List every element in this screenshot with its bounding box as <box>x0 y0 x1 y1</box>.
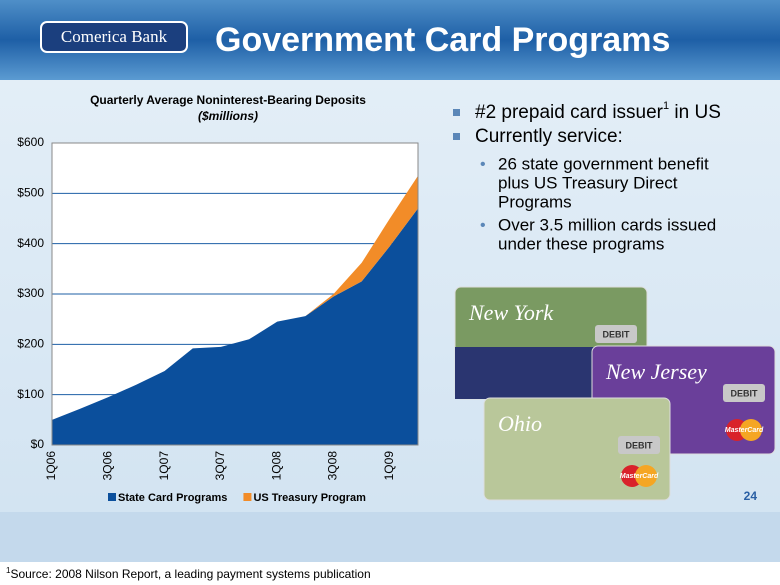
bullet-tail: in US <box>669 102 721 123</box>
x-tick-label: 3Q07 <box>213 451 227 481</box>
logo-box <box>40 21 188 53</box>
debit-label: DEBIT <box>626 440 654 450</box>
x-tick-label: 1Q09 <box>382 451 396 481</box>
y-tick-label: $600 <box>17 135 44 149</box>
page-number: 24 <box>744 489 758 503</box>
y-tick-label: $500 <box>17 186 44 200</box>
y-tick-label: $100 <box>17 387 44 401</box>
footnote: 1Source: 2008 Nilson Report, a leading p… <box>6 566 371 581</box>
chart: Quarterly Average Noninterest-Bearing De… <box>17 93 419 504</box>
subbullet-line: Programs <box>498 192 572 211</box>
debit-badge <box>595 325 637 343</box>
brand-label: MasterCard <box>620 473 659 480</box>
cards: New York DEBIT New Jersey DEBIT MasterCard Oh… <box>454 286 776 501</box>
x-tick-label: 1Q08 <box>269 451 283 481</box>
subbullet-line: plus US Treasury Direct <box>498 173 678 192</box>
bullet-sup: 1 <box>663 100 669 112</box>
bullet-text: Currently service: <box>475 126 623 147</box>
bullets: #2 prepaid card issuer1 in US Currently s… <box>453 100 721 253</box>
legend-swatch <box>243 493 252 501</box>
subbullet-marker: • <box>480 156 486 173</box>
debit-badge <box>723 384 765 402</box>
y-tick-label: $400 <box>17 236 44 250</box>
card-name: New Jersey <box>605 359 707 384</box>
subbullet-marker: • <box>480 217 486 234</box>
brand-label: MasterCard <box>725 427 764 434</box>
footer-white <box>0 562 780 585</box>
subbullet-line: 26 state government benefit <box>498 154 709 173</box>
subbullet-line: Over 3.5 million cards issued <box>498 215 716 234</box>
card-name: New York <box>468 300 554 325</box>
card-name: Ohio <box>498 411 542 436</box>
footer-band <box>0 512 780 562</box>
brand-circle-yellow <box>635 465 657 487</box>
debit-label: DEBIT <box>731 388 759 398</box>
y-tick-label: $200 <box>17 337 44 351</box>
chart-title: Quarterly Average Noninterest-Bearing De… <box>90 93 366 107</box>
subbullet-line: under these programs <box>498 234 664 253</box>
plot-border <box>51 142 419 446</box>
y-tick-label: $0 <box>31 437 45 451</box>
area <box>52 208 418 445</box>
x-tick-label: 1Q06 <box>44 451 58 481</box>
bullet: Currently service: <box>475 126 623 147</box>
bullet-marker <box>453 133 460 140</box>
legend-label: State Card Programs <box>118 492 227 504</box>
y-tick-label: $300 <box>17 286 44 300</box>
legend-swatch <box>108 493 116 501</box>
x-tick-label: 3Q06 <box>100 451 114 481</box>
x-tick-label: 1Q07 <box>157 451 171 481</box>
x-tick-label: 3Q08 <box>326 451 340 481</box>
debit-badge <box>618 436 660 454</box>
bullet-marker <box>453 109 460 116</box>
logo: Comerica Bank <box>61 27 168 46</box>
bullet-text: #2 prepaid card issuer <box>475 102 664 123</box>
slide-title: Government Card Programs <box>215 21 670 59</box>
chart-subtitle: ($millions) <box>198 109 258 123</box>
legend-label: US Treasury Program <box>253 492 366 504</box>
bullet: #2 prepaid card issuer1 in US <box>475 100 721 123</box>
debit-label: DEBIT <box>603 329 631 339</box>
brand-circle-yellow <box>740 419 762 441</box>
